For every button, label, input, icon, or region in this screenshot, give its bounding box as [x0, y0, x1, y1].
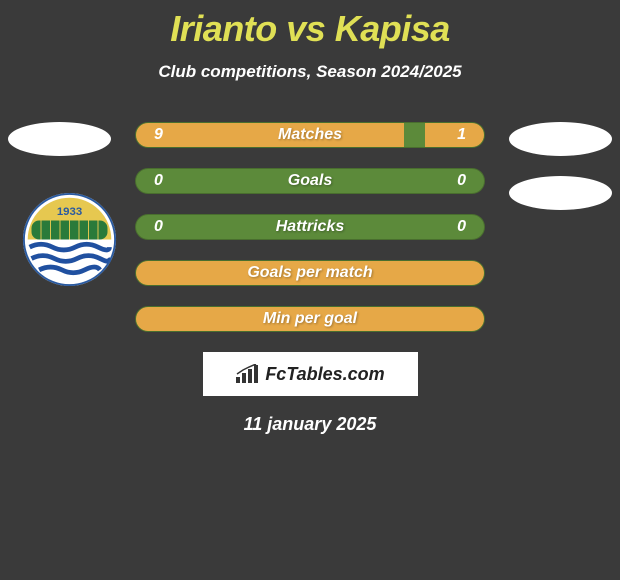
brand-text: FcTables.com: [265, 364, 384, 385]
bar-label: Goals: [136, 172, 484, 190]
svg-text:1933: 1933: [57, 206, 82, 218]
player-right-placeholder-2: [509, 176, 612, 210]
bar-label: Hattricks: [136, 218, 484, 236]
bar-label: Min per goal: [136, 310, 484, 328]
stat-bar: 91Matches: [135, 122, 485, 148]
player-left-placeholder-1: [8, 122, 111, 156]
date-text: 11 january 2025: [0, 414, 620, 435]
comparison-subtitle: Club competitions, Season 2024/2025: [0, 62, 620, 82]
brand-box: FcTables.com: [203, 352, 418, 396]
bar-label: Matches: [136, 126, 484, 144]
stat-bar: 00Hattricks: [135, 214, 485, 240]
stat-bar: 00Goals: [135, 168, 485, 194]
brand-chart-icon: [235, 364, 259, 384]
stat-bar: Goals per match: [135, 260, 485, 286]
comparison-title: Irianto vs Kapisa: [0, 0, 620, 50]
bar-label: Goals per match: [136, 264, 484, 282]
club-logo: 1933: [22, 192, 117, 287]
player-right-placeholder-1: [509, 122, 612, 156]
chart-area: 1933 91Matches 00Goals 00Hattricks Goals pe…: [0, 122, 620, 332]
stat-bar: Min per goal: [135, 306, 485, 332]
